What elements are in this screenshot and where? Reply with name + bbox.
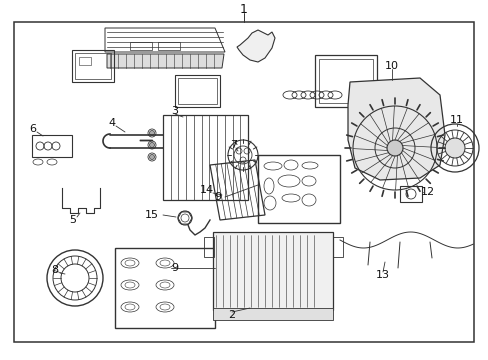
Bar <box>14 22 473 342</box>
Text: 4: 4 <box>108 118 115 128</box>
Text: 9: 9 <box>214 192 221 202</box>
Bar <box>75 53 111 79</box>
Text: 13: 13 <box>375 270 389 280</box>
Bar <box>163 115 247 200</box>
Text: 7: 7 <box>230 140 237 150</box>
Bar <box>79 57 91 65</box>
Bar <box>158 42 180 50</box>
Polygon shape <box>347 78 444 180</box>
Circle shape <box>149 131 154 135</box>
Bar <box>178 78 217 104</box>
Text: 6: 6 <box>29 124 37 134</box>
Polygon shape <box>107 54 224 68</box>
Bar <box>399 186 421 202</box>
Text: 1: 1 <box>240 3 247 15</box>
Text: 8: 8 <box>51 265 59 275</box>
Bar <box>213 232 332 310</box>
Bar <box>318 59 372 103</box>
Text: 9: 9 <box>171 263 178 273</box>
Bar <box>175 75 220 107</box>
Bar <box>314 55 376 107</box>
Bar <box>115 248 215 328</box>
Polygon shape <box>237 30 274 62</box>
Bar <box>130 42 152 50</box>
Circle shape <box>386 140 402 156</box>
Bar <box>213 308 332 320</box>
Bar <box>203 237 214 257</box>
Text: 5: 5 <box>69 215 76 225</box>
Text: 3: 3 <box>171 106 178 116</box>
Bar <box>332 237 342 257</box>
Circle shape <box>149 143 154 148</box>
Bar <box>32 135 72 157</box>
Bar <box>72 50 114 82</box>
Text: 12: 12 <box>420 187 434 197</box>
Bar <box>258 155 339 223</box>
Text: 11: 11 <box>449 115 463 125</box>
Text: 15: 15 <box>145 210 159 220</box>
Circle shape <box>149 154 154 159</box>
Text: 14: 14 <box>200 185 214 195</box>
Text: 10: 10 <box>384 61 398 71</box>
Circle shape <box>444 138 464 158</box>
Text: 2: 2 <box>228 310 235 320</box>
